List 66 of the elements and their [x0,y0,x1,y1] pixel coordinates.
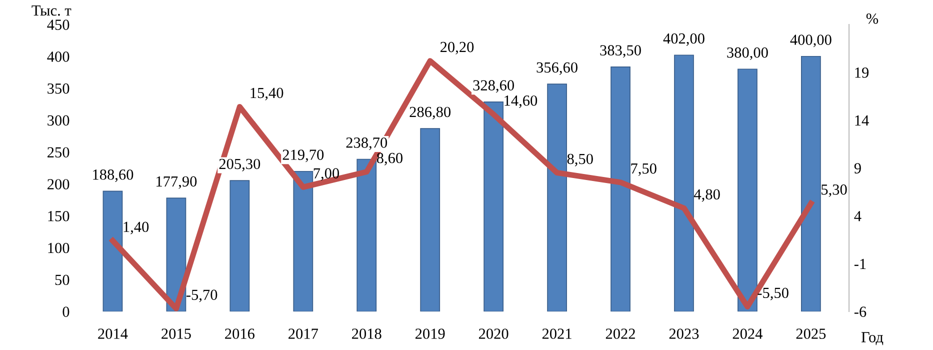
y-tick-label: 0 [62,306,70,317]
y-tick-label: 300 [48,115,70,126]
y2-tick-label: -1 [854,258,866,269]
y2-tick-label: -6 [854,306,866,317]
data-label: 7,00 [314,168,340,181]
data-label: -5,70 [186,290,218,302]
data-label: 380,00 [727,47,768,60]
y2-tick-label: 4 [854,211,862,222]
bar [738,68,758,312]
y2-tick-label: 19 [855,68,869,78]
y-tick-label: 250 [48,147,70,158]
x-tick-label: 2015 [162,328,191,339]
x-tick-label: 2023 [669,328,699,339]
data-label: 356,60 [536,62,578,75]
data-label: 328,60 [473,80,514,93]
x-axis-title: Год [861,332,884,346]
data-label: 7,50 [631,163,656,176]
data-label: 5,30 [822,184,847,197]
data-label: 205,30 [219,158,260,172]
data-label: 400,00 [790,34,832,48]
x-tick-label: 2019 [415,328,445,339]
data-label: 402,00 [663,33,704,46]
data-label: 383,50 [600,45,641,58]
data-label: 238,70 [346,138,388,150]
y-tick-label: 200 [48,179,70,190]
bar [801,56,821,312]
data-label: 15,40 [250,88,284,100]
x-tick-label: 2025 [796,328,826,339]
x-tick-label: 2016 [225,328,254,339]
data-label: 4,80 [694,189,720,202]
bar [547,84,567,312]
data-label: 8,60 [376,152,402,166]
data-label: 219,70 [282,150,324,162]
x-tick-label: 2014 [98,328,128,339]
bar [230,180,250,312]
x-tick-label: 2017 [288,328,318,339]
bar [356,158,377,312]
data-label: 14,60 [504,95,538,108]
bar [674,54,694,312]
bar [484,102,504,312]
data-label: 286,80 [410,106,451,120]
data-label: 20,20 [440,42,474,54]
y2-axis-title: % [866,13,878,24]
x-tick-label: 2024 [732,328,763,339]
data-label: 1,40 [124,222,149,234]
x-tick-label: 2021 [542,328,572,339]
x-tick-label: 2018 [352,328,382,339]
bar [293,170,314,312]
y-tick-label: 400 [47,52,70,62]
bar [420,128,440,312]
y2-tick-label: 9 [854,163,861,174]
x-tick-label: 2020 [478,328,508,339]
x-tick-label: 2022 [606,328,635,339]
y-tick-label: 100 [48,242,70,254]
y-tick-label: 150 [48,210,70,222]
y-tick-label: 50 [55,274,70,286]
y-axis-title: Тыс. т [32,6,72,16]
y-tick-label: 450 [47,20,70,30]
bar [102,190,123,312]
data-label: 8,50 [567,154,593,166]
data-label: -5,50 [758,288,788,300]
data-label: 188,60 [93,169,134,182]
data-label: 177,90 [156,176,197,189]
y-tick-label: 350 [48,83,70,94]
bar [610,66,630,312]
y2-tick-label: 14 [855,115,869,126]
